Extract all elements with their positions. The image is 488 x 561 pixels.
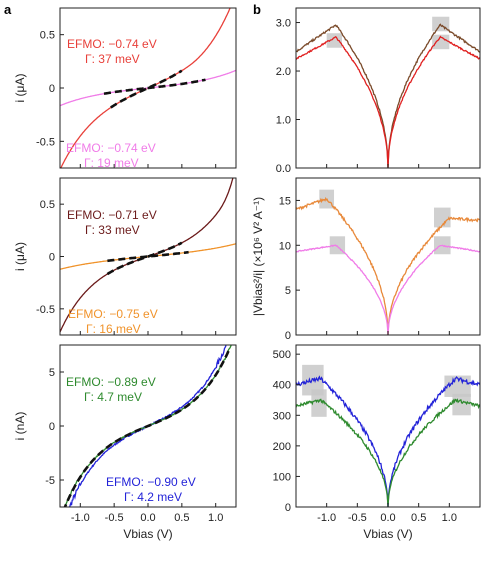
x-tick-label: 1.0 (208, 512, 223, 524)
x-tick-label: 0.5 (411, 512, 426, 524)
y-tick-label: 0 (49, 421, 55, 433)
fit-line (63, 348, 231, 507)
x-tick-label: -0.5 (348, 512, 367, 524)
x-axis-label: Vbias (V) (123, 527, 172, 541)
highlight-box (432, 34, 450, 50)
y-tick-label: 500 (273, 349, 291, 361)
y-tick-label: 300 (273, 410, 291, 422)
y-axis-label: i (μA) (13, 242, 27, 271)
series-annotation-gamma: Γ: 4.2 meV (124, 490, 182, 504)
y-tick-label: -5 (45, 475, 55, 487)
highlight-box (452, 393, 471, 416)
x-tick-label: -1.0 (71, 512, 90, 524)
highlight-box (326, 33, 342, 48)
y-axis-label: |Vbias²/i| (×10⁶ V² A⁻¹) (251, 197, 265, 316)
series-annotation-energy: EFMO: −0.74 eV (67, 37, 157, 51)
plot-area (63, 345, 232, 507)
chart-a1: -0.500.5i (μA)EFMO: −0.74 eVΓ: 37 meVEFM… (13, 7, 237, 170)
series-annotation-energy: EFMO: −0.89 eV (66, 375, 156, 389)
plot-area (60, 8, 236, 168)
chart-a3: -5 0 5 -1.0 -0.5 0.0 0.5 1.0 i (nA) Vbias (V) EFMO… (13, 344, 237, 541)
chart-a2: -0.5 0 0.5 i (μA) EFMO: −0.71 eVΓ: 33 meV EFM… (13, 177, 237, 336)
series-annotation-gamma: Γ: 4.7 meV (84, 390, 142, 404)
y-tick-label: -0.5 (36, 136, 55, 148)
y-tick-label: 0 (285, 330, 291, 342)
y-tick-label: 5 (285, 285, 291, 297)
chart-b3: 0 100 200 300 400 500 -1.0 -0.5 0.0 0.5 1.0 Vbias (… (273, 344, 481, 541)
fit-line (106, 241, 183, 276)
series-line-2 (296, 244, 480, 335)
series-line-1 (296, 23, 480, 168)
y-tick-label: 1.0 (276, 115, 291, 127)
series-line-1 (296, 375, 480, 507)
series-annotation-energy: EFMO: −0.74 eV (66, 141, 156, 155)
x-tick-label: 0.0 (380, 512, 395, 524)
series-annotation-energy: EFMO: −0.71 eV (67, 208, 157, 222)
charts-layer: -0.500.5i (μA)EFMO: −0.74 eVΓ: 37 meVEFM… (13, 7, 481, 541)
chart-b1: 0.0 1.0 2.0 3.0 (276, 7, 481, 175)
y-axis-label: i (nA) (13, 412, 27, 441)
y-tick-label: 3.0 (276, 18, 291, 30)
y-tick-label: 0.0 (276, 163, 291, 175)
y-tick-label: 400 (273, 380, 291, 392)
fit-line (110, 69, 183, 109)
plot-area (296, 16, 480, 168)
chart-b2: 0 5 10 15 |Vbias²/i| (×10⁶ V² A⁻¹) (251, 177, 481, 342)
y-tick-label: 0.5 (40, 199, 55, 211)
plot-area (296, 364, 480, 507)
series-annotation-energy: EFMO: −0.75 eV (68, 307, 158, 321)
x-tick-label: 0.5 (174, 512, 189, 524)
series-annotation-gamma: Γ: 33 meV (85, 223, 140, 237)
series-annotation-energy: EFMO: −0.90 eV (106, 475, 196, 489)
highlight-box (434, 207, 451, 228)
x-axis-label: Vbias (V) (363, 527, 412, 541)
x-tick-label: 0.0 (140, 512, 155, 524)
y-tick-label: 15 (279, 195, 291, 207)
y-tick-label: 5 (49, 367, 55, 379)
highlight-box (302, 364, 324, 396)
plot-area (296, 189, 480, 335)
x-tick-label: -1.0 (317, 512, 336, 524)
series-annotation-gamma: Γ: 37 meV (85, 52, 140, 66)
plot-area (60, 178, 236, 333)
series-line-2 (296, 398, 480, 507)
y-tick-label: 0.5 (40, 30, 55, 42)
y-tick-label: 0 (285, 502, 291, 514)
y-tick-label: 100 (273, 471, 291, 483)
y-tick-label: 200 (273, 441, 291, 453)
y-tick-label: 0 (49, 83, 55, 95)
panel-label-a: a (4, 2, 12, 17)
highlight-box (311, 389, 327, 417)
panel-label-b: b (253, 2, 261, 17)
series-line-2 (296, 35, 480, 168)
y-axis-label: i (μA) (13, 74, 27, 103)
y-tick-label: 0 (49, 252, 55, 264)
fit-line (103, 78, 206, 95)
y-tick-label: 10 (279, 240, 291, 252)
x-tick-label: 1.0 (442, 512, 457, 524)
y-tick-label: -0.5 (36, 304, 55, 316)
fit-line (107, 250, 189, 263)
series-annotation-gamma: Γ: 16 meV (86, 322, 141, 336)
series-annotation-gamma: Γ: 19 meV (84, 156, 139, 170)
series-line-1 (296, 196, 480, 335)
y-tick-label: 2.0 (276, 66, 291, 78)
x-tick-label: -0.5 (105, 512, 124, 524)
